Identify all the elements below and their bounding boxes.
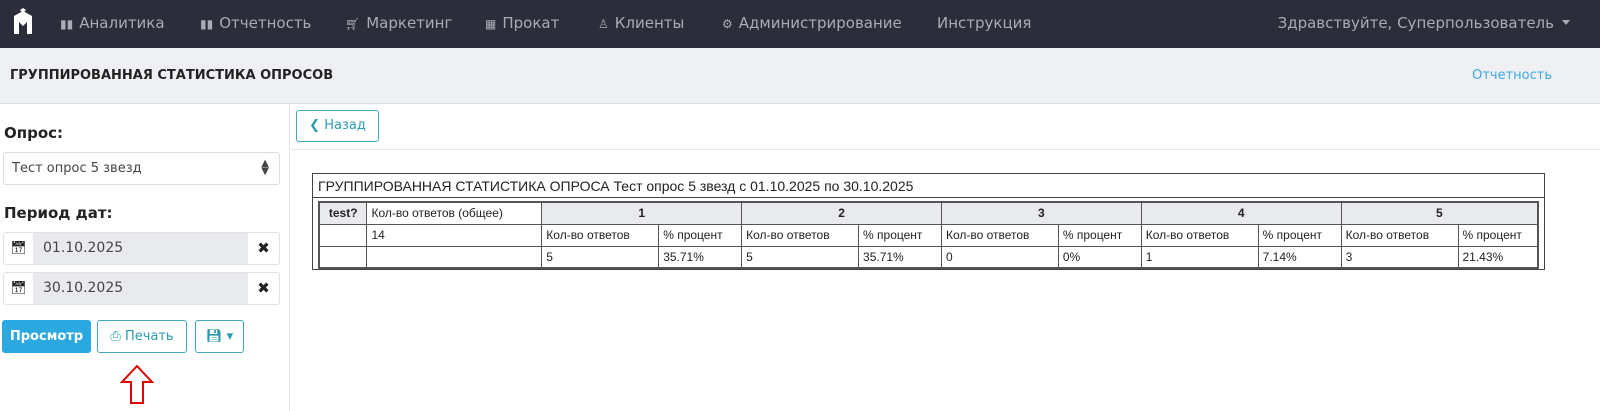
date-from-field[interactable]: 📅︎ 01.10.2025 ✖ bbox=[3, 232, 280, 265]
subheader-pct: % процент bbox=[658, 223, 743, 247]
cart-icon: 🛒︎ bbox=[345, 17, 361, 31]
table-row: test? Кол-во ответов (общее) 1 2 3 4 5 bbox=[318, 201, 1539, 225]
subheader-count: Кол-во ответов bbox=[940, 223, 1059, 247]
user-icon: ♙ bbox=[598, 17, 609, 31]
nav-marketing[interactable]: 🛒︎ Маркетинг bbox=[345, 14, 452, 32]
survey-select[interactable]: Тест опрос 5 звезд ▲ ▼ bbox=[3, 152, 280, 185]
pct-cell: 35.71% bbox=[858, 245, 942, 269]
chevron-left-icon: ❮ bbox=[309, 118, 325, 133]
subheader-pct: % процент bbox=[1457, 223, 1539, 247]
subheader-pct: % процент bbox=[1057, 223, 1142, 247]
sort-arrows-icon: ▲ ▼ bbox=[261, 158, 269, 177]
nav-rental[interactable]: ▦ Прокат bbox=[485, 14, 559, 32]
nav-admin[interactable]: ⚙ Администрирование bbox=[722, 14, 902, 32]
logo-icon[interactable] bbox=[12, 8, 34, 36]
page-title: ГРУППИРОВАННАЯ СТАТИСТИКА ОПРОСОВ bbox=[10, 68, 334, 83]
report-box: ГРУППИРОВАННАЯ СТАТИСТИКА ОПРОСА Тест оп… bbox=[312, 173, 1545, 270]
date-to-field[interactable]: 📅︎ 30.10.2025 ✖ bbox=[3, 272, 280, 305]
nav-analytics[interactable]: ▮▮ Аналитика bbox=[60, 14, 165, 32]
print-label: Печать bbox=[124, 329, 174, 344]
survey-label: Опрос: bbox=[4, 124, 64, 142]
header-group: 5 bbox=[1340, 201, 1539, 225]
total-value: 14 bbox=[366, 223, 543, 247]
count-cell: 1 bbox=[1140, 245, 1259, 269]
clear-icon[interactable]: ✖ bbox=[257, 279, 270, 297]
calendar-icon[interactable]: 📅︎ bbox=[10, 241, 27, 256]
breadcrumb-link[interactable]: Отчетность bbox=[1472, 68, 1552, 83]
caret-down-icon[interactable] bbox=[1562, 20, 1570, 25]
table-row: 5 35.71% 5 35.71% 0 0% 1 7.14% 3 21.43% bbox=[318, 245, 1539, 269]
nav-manual[interactable]: Инструкция bbox=[937, 14, 1031, 32]
survey-value: Тест опрос 5 звезд bbox=[12, 161, 142, 176]
save-icon: 💾︎ bbox=[205, 329, 223, 344]
nav-label: Администрирование bbox=[738, 14, 902, 32]
annotation-arrow-icon bbox=[120, 365, 154, 404]
top-navbar: ▮▮ Аналитика ▮▮ Отчетность 🛒︎ Маркетинг ▦ Пр… bbox=[0, 0, 1600, 48]
stats-table: test? Кол-во ответов (общее) 1 2 3 4 5 1… bbox=[318, 201, 1539, 269]
back-label: Назад bbox=[324, 118, 366, 133]
pct-cell: 35.71% bbox=[658, 245, 743, 269]
subheader-count: Кол-во ответов bbox=[1340, 223, 1459, 247]
header-test: test? bbox=[318, 201, 368, 225]
nav-reports[interactable]: ▮▮ Отчетность bbox=[200, 14, 311, 32]
cell bbox=[366, 245, 543, 269]
caret-down-icon: ▾ bbox=[226, 329, 234, 344]
view-button[interactable]: Просмотр bbox=[2, 320, 91, 353]
date-from-value[interactable]: 01.10.2025 bbox=[33, 233, 248, 264]
nav-label: Отчетность bbox=[219, 14, 312, 32]
subheader-count: Кол-во ответов bbox=[1140, 223, 1259, 247]
subheader-count: Кол-во ответов bbox=[741, 223, 860, 247]
header-group: 1 bbox=[541, 201, 743, 225]
save-dropdown-button[interactable]: 💾︎ ▾ bbox=[195, 320, 244, 353]
cell bbox=[318, 223, 368, 247]
count-cell: 5 bbox=[741, 245, 860, 269]
printer-icon: ⎙ bbox=[110, 329, 125, 344]
header-group: 2 bbox=[741, 201, 942, 225]
subheader-pct: % процент bbox=[1257, 223, 1342, 247]
header-total: Кол-во ответов (общее) bbox=[366, 201, 543, 225]
pct-cell: 0% bbox=[1057, 245, 1142, 269]
film-icon: ▦ bbox=[485, 17, 497, 31]
pct-cell: 21.43% bbox=[1457, 245, 1539, 269]
bar-chart-icon: ▮▮ bbox=[60, 17, 74, 31]
header-group: 3 bbox=[940, 201, 1142, 225]
nav-label: Инструкция bbox=[937, 14, 1032, 32]
nav-label: Аналитика bbox=[79, 14, 165, 32]
page-header: ГРУППИРОВАННАЯ СТАТИСТИКА ОПРОСОВ Отчетн… bbox=[0, 48, 1600, 104]
nav-label: Маркетинг bbox=[366, 14, 453, 32]
gears-icon: ⚙ bbox=[722, 17, 733, 31]
header-group: 4 bbox=[1140, 201, 1342, 225]
report-title: ГРУППИРОВАННАЯ СТАТИСТИКА ОПРОСА Тест оп… bbox=[313, 174, 1544, 198]
calendar-icon[interactable]: 📅︎ bbox=[10, 281, 27, 296]
subheader-count: Кол-во ответов bbox=[541, 223, 660, 247]
sidebar: Опрос: Тест опрос 5 звезд ▲ ▼ Период дат: … bbox=[0, 104, 290, 411]
subheader-pct: % процент bbox=[858, 223, 942, 247]
pct-cell: 7.14% bbox=[1257, 245, 1342, 269]
main-content: ❮ Назад ГРУППИРОВАННАЯ СТАТИСТИКА ОПРОСА… bbox=[291, 104, 1600, 411]
user-menu[interactable]: Здравствуйте, Суперпользователь bbox=[1277, 14, 1554, 32]
cell bbox=[318, 245, 368, 269]
nav-label: Клиенты bbox=[614, 14, 685, 32]
clear-icon[interactable]: ✖ bbox=[257, 239, 270, 257]
count-cell: 3 bbox=[1340, 245, 1459, 269]
period-label: Период дат: bbox=[4, 204, 113, 222]
nav-clients[interactable]: ♙ Клиенты bbox=[598, 14, 684, 32]
back-button[interactable]: ❮ Назад bbox=[296, 110, 379, 142]
date-to-value[interactable]: 30.10.2025 bbox=[33, 273, 248, 304]
print-button[interactable]: ⎙ Печать bbox=[97, 320, 187, 353]
table-row: 14 Кол-во ответов% процент Кол-во ответо… bbox=[318, 223, 1539, 247]
count-cell: 5 bbox=[541, 245, 660, 269]
nav-label: Прокат bbox=[502, 14, 560, 32]
divider bbox=[291, 149, 1600, 150]
count-cell: 0 bbox=[940, 245, 1059, 269]
bar-chart-icon: ▮▮ bbox=[200, 17, 214, 31]
